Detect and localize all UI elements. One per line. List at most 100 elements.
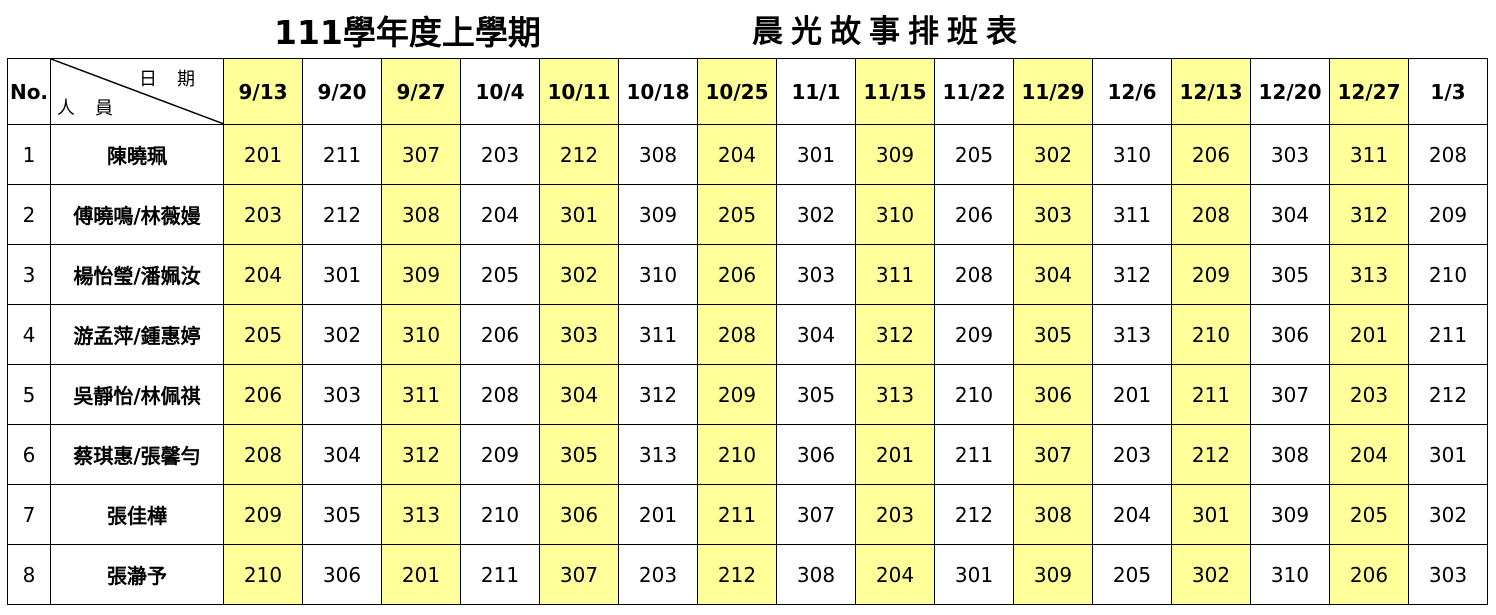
date-axis-label: 日期: [139, 69, 215, 90]
row-number: 5: [7, 364, 51, 425]
class-cell: 304: [1250, 184, 1330, 245]
class-cell: 212: [697, 544, 777, 605]
class-cell: 303: [1250, 124, 1330, 185]
class-cell: 311: [855, 244, 935, 305]
date-header: 12/20: [1250, 58, 1330, 125]
class-cell: 211: [934, 424, 1014, 485]
class-cell: 206: [1329, 544, 1409, 605]
class-cell: 204: [855, 544, 935, 605]
class-cell: 312: [855, 304, 935, 365]
class-cell: 210: [697, 424, 777, 485]
class-cell: 308: [1013, 484, 1093, 545]
class-cell: 308: [776, 544, 856, 605]
class-cell: 313: [1092, 304, 1172, 365]
class-cell: 206: [1171, 124, 1251, 185]
class-cell: 204: [697, 124, 777, 185]
diagonal-header-cell: 日期 人員: [50, 58, 224, 125]
class-cell: 303: [776, 244, 856, 305]
class-cell: 309: [855, 124, 935, 185]
class-cell: 301: [1408, 424, 1488, 485]
class-cell: 209: [223, 484, 303, 545]
staff-name: 陳曉珮: [50, 124, 224, 185]
class-cell: 210: [1408, 244, 1488, 305]
table-row: 1 陳曉珮 201 211 307 203 212 308 204 301 309 205 302 310…: [7, 124, 1488, 185]
class-cell: 305: [1250, 244, 1330, 305]
class-cell: 307: [1013, 424, 1093, 485]
class-cell: 311: [1092, 184, 1172, 245]
class-cell: 205: [934, 124, 1014, 185]
date-header: 9/20: [302, 58, 382, 125]
row-number: 6: [7, 424, 51, 485]
class-cell: 206: [223, 364, 303, 425]
date-header: 10/25: [697, 58, 777, 125]
staff-name: 蔡琪惠/張馨勻: [50, 424, 224, 485]
staff-name: 傅曉鳴/林薇嫚: [50, 184, 224, 245]
date-header: 12/13: [1171, 58, 1251, 125]
class-cell: 311: [1329, 124, 1409, 185]
class-cell: 303: [1013, 184, 1093, 245]
class-cell: 306: [302, 544, 382, 605]
class-cell: 302: [1013, 124, 1093, 185]
date-header: 12/27: [1329, 58, 1409, 125]
row-number: 8: [7, 544, 51, 605]
class-cell: 306: [1013, 364, 1093, 425]
class-cell: 204: [460, 184, 540, 245]
table-row: 8 張瀞予 210 306 201 211 307 203 212 308 204 301 309 205…: [7, 544, 1488, 605]
table-row: 6 蔡琪惠/張馨勻 208 304 312 209 305 313 210 306 201 211 30…: [7, 424, 1488, 485]
class-cell: 312: [381, 424, 461, 485]
class-cell: 209: [1171, 244, 1251, 305]
class-cell: 303: [539, 304, 619, 365]
no-header: No.: [7, 58, 51, 125]
class-cell: 203: [1329, 364, 1409, 425]
class-cell: 204: [223, 244, 303, 305]
class-cell: 201: [855, 424, 935, 485]
class-cell: 312: [618, 364, 698, 425]
class-cell: 309: [1250, 484, 1330, 545]
class-cell: 301: [1171, 484, 1251, 545]
class-cell: 212: [1408, 364, 1488, 425]
staff-name: 吳靜怡/林佩祺: [50, 364, 224, 425]
class-cell: 306: [776, 424, 856, 485]
class-cell: 211: [302, 124, 382, 185]
class-cell: 208: [460, 364, 540, 425]
class-cell: 307: [1250, 364, 1330, 425]
semester-title: 111學年度上學期: [274, 13, 541, 52]
class-cell: 206: [460, 304, 540, 365]
class-cell: 208: [697, 304, 777, 365]
class-cell: 305: [776, 364, 856, 425]
date-header: 9/13: [223, 58, 303, 125]
class-cell: 304: [539, 364, 619, 425]
staff-name: 楊怡瑩/潘姵汝: [50, 244, 224, 305]
class-cell: 209: [460, 424, 540, 485]
row-number: 1: [7, 124, 51, 185]
class-cell: 301: [934, 544, 1014, 605]
class-cell: 205: [697, 184, 777, 245]
class-cell: 201: [618, 484, 698, 545]
row-number: 7: [7, 484, 51, 545]
table-row: 7 張佳樺 209 305 313 210 306 201 211 307 203 212 308 204…: [7, 484, 1488, 545]
date-header: 11/22: [934, 58, 1014, 125]
class-cell: 201: [1092, 364, 1172, 425]
row-number: 4: [7, 304, 51, 365]
class-cell: 313: [855, 364, 935, 425]
class-cell: 205: [1092, 544, 1172, 605]
date-header: 10/18: [618, 58, 698, 125]
class-cell: 308: [1250, 424, 1330, 485]
class-cell: 305: [302, 484, 382, 545]
class-cell: 313: [618, 424, 698, 485]
schedule-title: 晨光故事排班表: [752, 14, 1025, 50]
class-cell: 212: [1171, 424, 1251, 485]
class-cell: 310: [618, 244, 698, 305]
table-row: 3 楊怡瑩/潘姵汝 204 301 309 205 302 310 206 303 311 208 30…: [7, 244, 1488, 305]
class-cell: 307: [539, 544, 619, 605]
class-cell: 205: [1329, 484, 1409, 545]
class-cell: 212: [539, 124, 619, 185]
staff-name: 游孟萍/鍾惠婷: [50, 304, 224, 365]
class-cell: 302: [1408, 484, 1488, 545]
class-cell: 310: [855, 184, 935, 245]
staff-axis-label: 人員: [57, 98, 133, 119]
class-cell: 306: [1250, 304, 1330, 365]
class-cell: 201: [1329, 304, 1409, 365]
class-cell: 203: [1092, 424, 1172, 485]
class-cell: 312: [1329, 184, 1409, 245]
